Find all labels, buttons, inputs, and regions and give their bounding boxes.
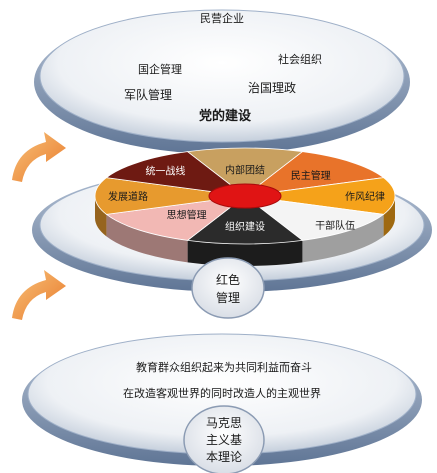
curved-arrow-icon	[12, 270, 66, 320]
bottom-plate-line: 教育群众组织起来为共同利益而奋斗	[136, 360, 312, 374]
top-plate: 民营企业 国企管理 社会组织 军队管理 治国理政 党的建设	[34, 9, 410, 154]
top-plate-item: 国企管理	[138, 62, 182, 76]
pie-sector-label: 干部队伍	[315, 219, 355, 232]
badge-line: 红色	[216, 272, 240, 287]
pie-sector-label: 统一战线	[145, 165, 185, 178]
badge-line: 主义基	[206, 433, 242, 447]
red-management-badge: 红色 管理	[191, 257, 265, 319]
bottom-plate: 教育群众组织起来为共同利益而奋斗 在改造客观世界的同时改造人的主观世界	[22, 333, 422, 466]
badge-line: 管理	[216, 290, 240, 305]
top-plate-item: 党的建设	[199, 108, 252, 124]
badge-line: 本理论	[206, 450, 242, 464]
pie-sector-label: 思想管理	[167, 209, 207, 222]
badge-line: 马克思	[206, 416, 242, 430]
pie-sector-label: 内部团结	[225, 164, 265, 177]
marxism-theory-badge: 马克思 主义基 本理论	[183, 405, 265, 473]
pie-sector	[186, 195, 304, 245]
red-management-badge-bg	[191, 257, 265, 319]
pie-sector-label: 组织建设	[225, 220, 265, 233]
pie-sector	[94, 177, 246, 215]
top-plate-title: 民营企业	[200, 11, 244, 25]
pie-sector	[105, 151, 247, 197]
pie-center-disc	[208, 183, 282, 209]
top-plate-face	[39, 9, 405, 143]
pie-sector-side	[302, 214, 384, 263]
top-plate-item: 社会组织	[278, 52, 322, 66]
pie-top	[94, 147, 396, 245]
top-plate-item: 治国理政	[248, 81, 296, 95]
pie-sector	[243, 151, 385, 197]
pie-sector	[186, 147, 304, 197]
bottom-plate-line: 在改造客观世界的同时改造人的主观世界	[123, 386, 321, 400]
pie-sector-side	[106, 214, 188, 263]
pie-sector	[244, 177, 396, 215]
pie-sector-label: 作风纪律	[345, 190, 385, 203]
pie-sector	[105, 195, 247, 241]
pie-sector-label: 民主管理	[291, 169, 331, 182]
curved-arrow-icon	[12, 132, 66, 182]
pie-sector-label: 发展道路	[108, 190, 148, 203]
top-plate-item: 军队管理	[124, 87, 172, 102]
pie-sector	[243, 195, 385, 241]
marxism-theory-badge-bg	[183, 405, 265, 473]
